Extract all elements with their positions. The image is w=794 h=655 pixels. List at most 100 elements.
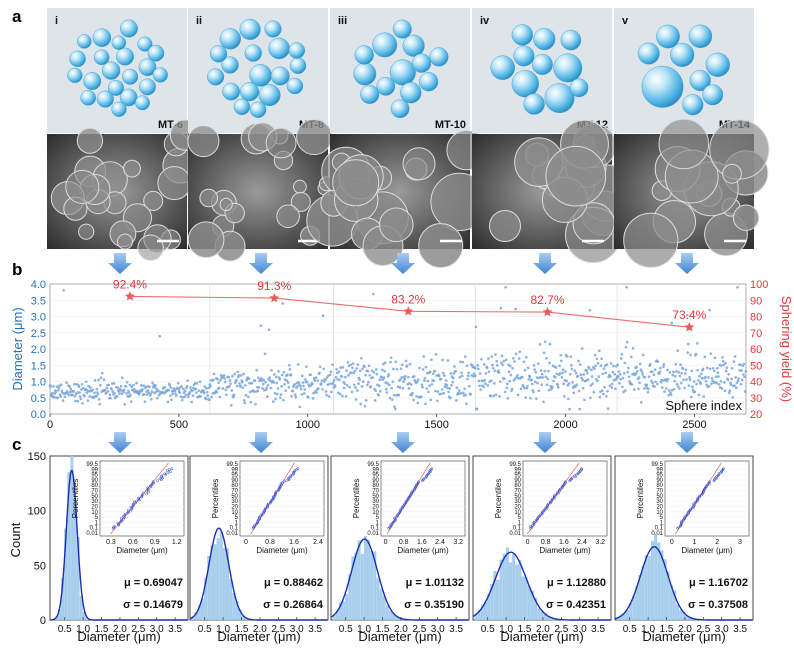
histogram-bar	[351, 556, 355, 621]
percentile-point	[151, 480, 155, 484]
scatter-point	[392, 393, 396, 397]
sigma-value: σ = 0.42351	[546, 599, 606, 611]
scatter-point	[219, 373, 223, 377]
scatter-point	[459, 360, 462, 364]
scatter-point	[93, 379, 97, 382]
histogram-bar	[527, 586, 531, 621]
scatter-point	[511, 366, 515, 370]
scatter-point	[303, 378, 307, 381]
scatter-point	[631, 346, 635, 350]
scatter-point	[384, 387, 388, 391]
percentile-point	[132, 500, 136, 504]
inset-x-tick-label: 0	[244, 539, 248, 546]
scatter-point	[321, 387, 324, 391]
scatter-point	[106, 389, 110, 393]
inset-y-tick-label: 70	[656, 489, 663, 495]
scatter-point	[498, 380, 502, 383]
sphere-icon	[138, 58, 157, 76]
sphere-icon	[286, 77, 304, 95]
scatter-point	[595, 357, 599, 361]
scatter-point	[663, 390, 666, 393]
scatter-point	[123, 403, 127, 406]
scatter-point	[415, 380, 419, 384]
y2-axis-label: Sphering yield (%)	[779, 296, 794, 402]
scatter-point	[62, 288, 65, 292]
scatter-point	[534, 370, 538, 374]
histogram-bar	[345, 594, 349, 621]
inset-y-tick-label: 70	[231, 489, 238, 495]
scatter-point	[740, 369, 743, 372]
x-axis-label: Diameter (μm)	[217, 629, 300, 644]
scatter-point	[448, 387, 452, 390]
sem-image	[614, 118, 770, 268]
scatter-point	[88, 394, 92, 398]
inset-frame	[99, 460, 185, 537]
scatter-point	[99, 376, 103, 380]
scatter-point	[724, 361, 727, 365]
histogram-bar	[213, 544, 217, 621]
inset-y-tick-label: 30	[231, 499, 238, 505]
panel-label-b: b	[12, 260, 22, 279]
inset-y-tick-label: 1	[95, 520, 99, 526]
scatter-point	[443, 374, 446, 378]
scatter-point	[169, 394, 172, 398]
sphere-icon	[258, 84, 281, 107]
scatter-point	[510, 387, 514, 391]
percentile-point	[399, 508, 403, 512]
scatter-point	[558, 364, 561, 368]
scatter-point	[625, 285, 628, 289]
x-tick-label: 2.0	[678, 624, 692, 635]
sphere-icon	[419, 72, 439, 92]
percentile-point	[141, 491, 145, 495]
scatter-point	[296, 363, 300, 366]
histogram-bar	[509, 562, 512, 621]
scatter-point	[546, 377, 550, 381]
scatter-point	[492, 382, 496, 385]
inset-y-axis-label: Percentiles	[352, 479, 361, 519]
histogram-bar	[354, 552, 358, 621]
scatter-point	[635, 365, 639, 369]
scatter-point	[227, 375, 231, 379]
scatter-point	[171, 392, 175, 396]
scatter-point	[77, 385, 81, 389]
scatter-point	[721, 356, 724, 359]
histogram-bar	[360, 553, 364, 621]
scatter-point	[535, 397, 538, 400]
inset-y-tick-label: 30	[372, 499, 379, 505]
scatter-point	[352, 383, 356, 387]
histogram-panel-5: 0.5 1.0 1.5 2.0 2.5 3.0 3.5 Diameter (μm) μ = 1.…	[614, 455, 754, 644]
inset-y-tick-label: 99	[91, 467, 98, 473]
sem-particle	[265, 127, 297, 159]
scatter-point	[434, 389, 437, 393]
scatter-point	[689, 353, 692, 357]
scatter-point	[279, 393, 283, 396]
scatter-point	[408, 362, 412, 366]
x-axis-label: Diameter (μm)	[642, 629, 725, 644]
scatter-point	[49, 385, 52, 388]
percentile-point	[170, 467, 174, 471]
percentile-point	[137, 496, 140, 500]
y2-tick-label: 60	[750, 344, 762, 356]
inset-y-tick-label: 30	[514, 499, 521, 505]
x-tick-label: 1.0	[641, 624, 655, 635]
scatter-point	[682, 399, 686, 403]
scatter-point	[599, 364, 603, 367]
scatter-point	[186, 395, 190, 398]
scatter-point	[466, 374, 470, 378]
scatter-point	[723, 381, 726, 384]
scatter-point	[476, 364, 480, 367]
scatter-point	[105, 386, 109, 390]
inset-y-tick-label: 20	[372, 504, 379, 510]
sample-column-5: vMT-14	[614, 8, 770, 268]
scatter-point	[473, 374, 477, 378]
inset-frame	[664, 460, 750, 537]
scatter-point	[601, 372, 605, 376]
scatter-points	[48, 285, 748, 411]
x-tick-label: 3.5	[308, 624, 322, 635]
scatter-point	[281, 302, 285, 305]
sphere-icon	[221, 56, 239, 74]
scatter-point	[267, 328, 271, 332]
percentile-point	[552, 495, 556, 499]
scatter-point	[592, 390, 596, 394]
scatter-point	[546, 369, 550, 373]
